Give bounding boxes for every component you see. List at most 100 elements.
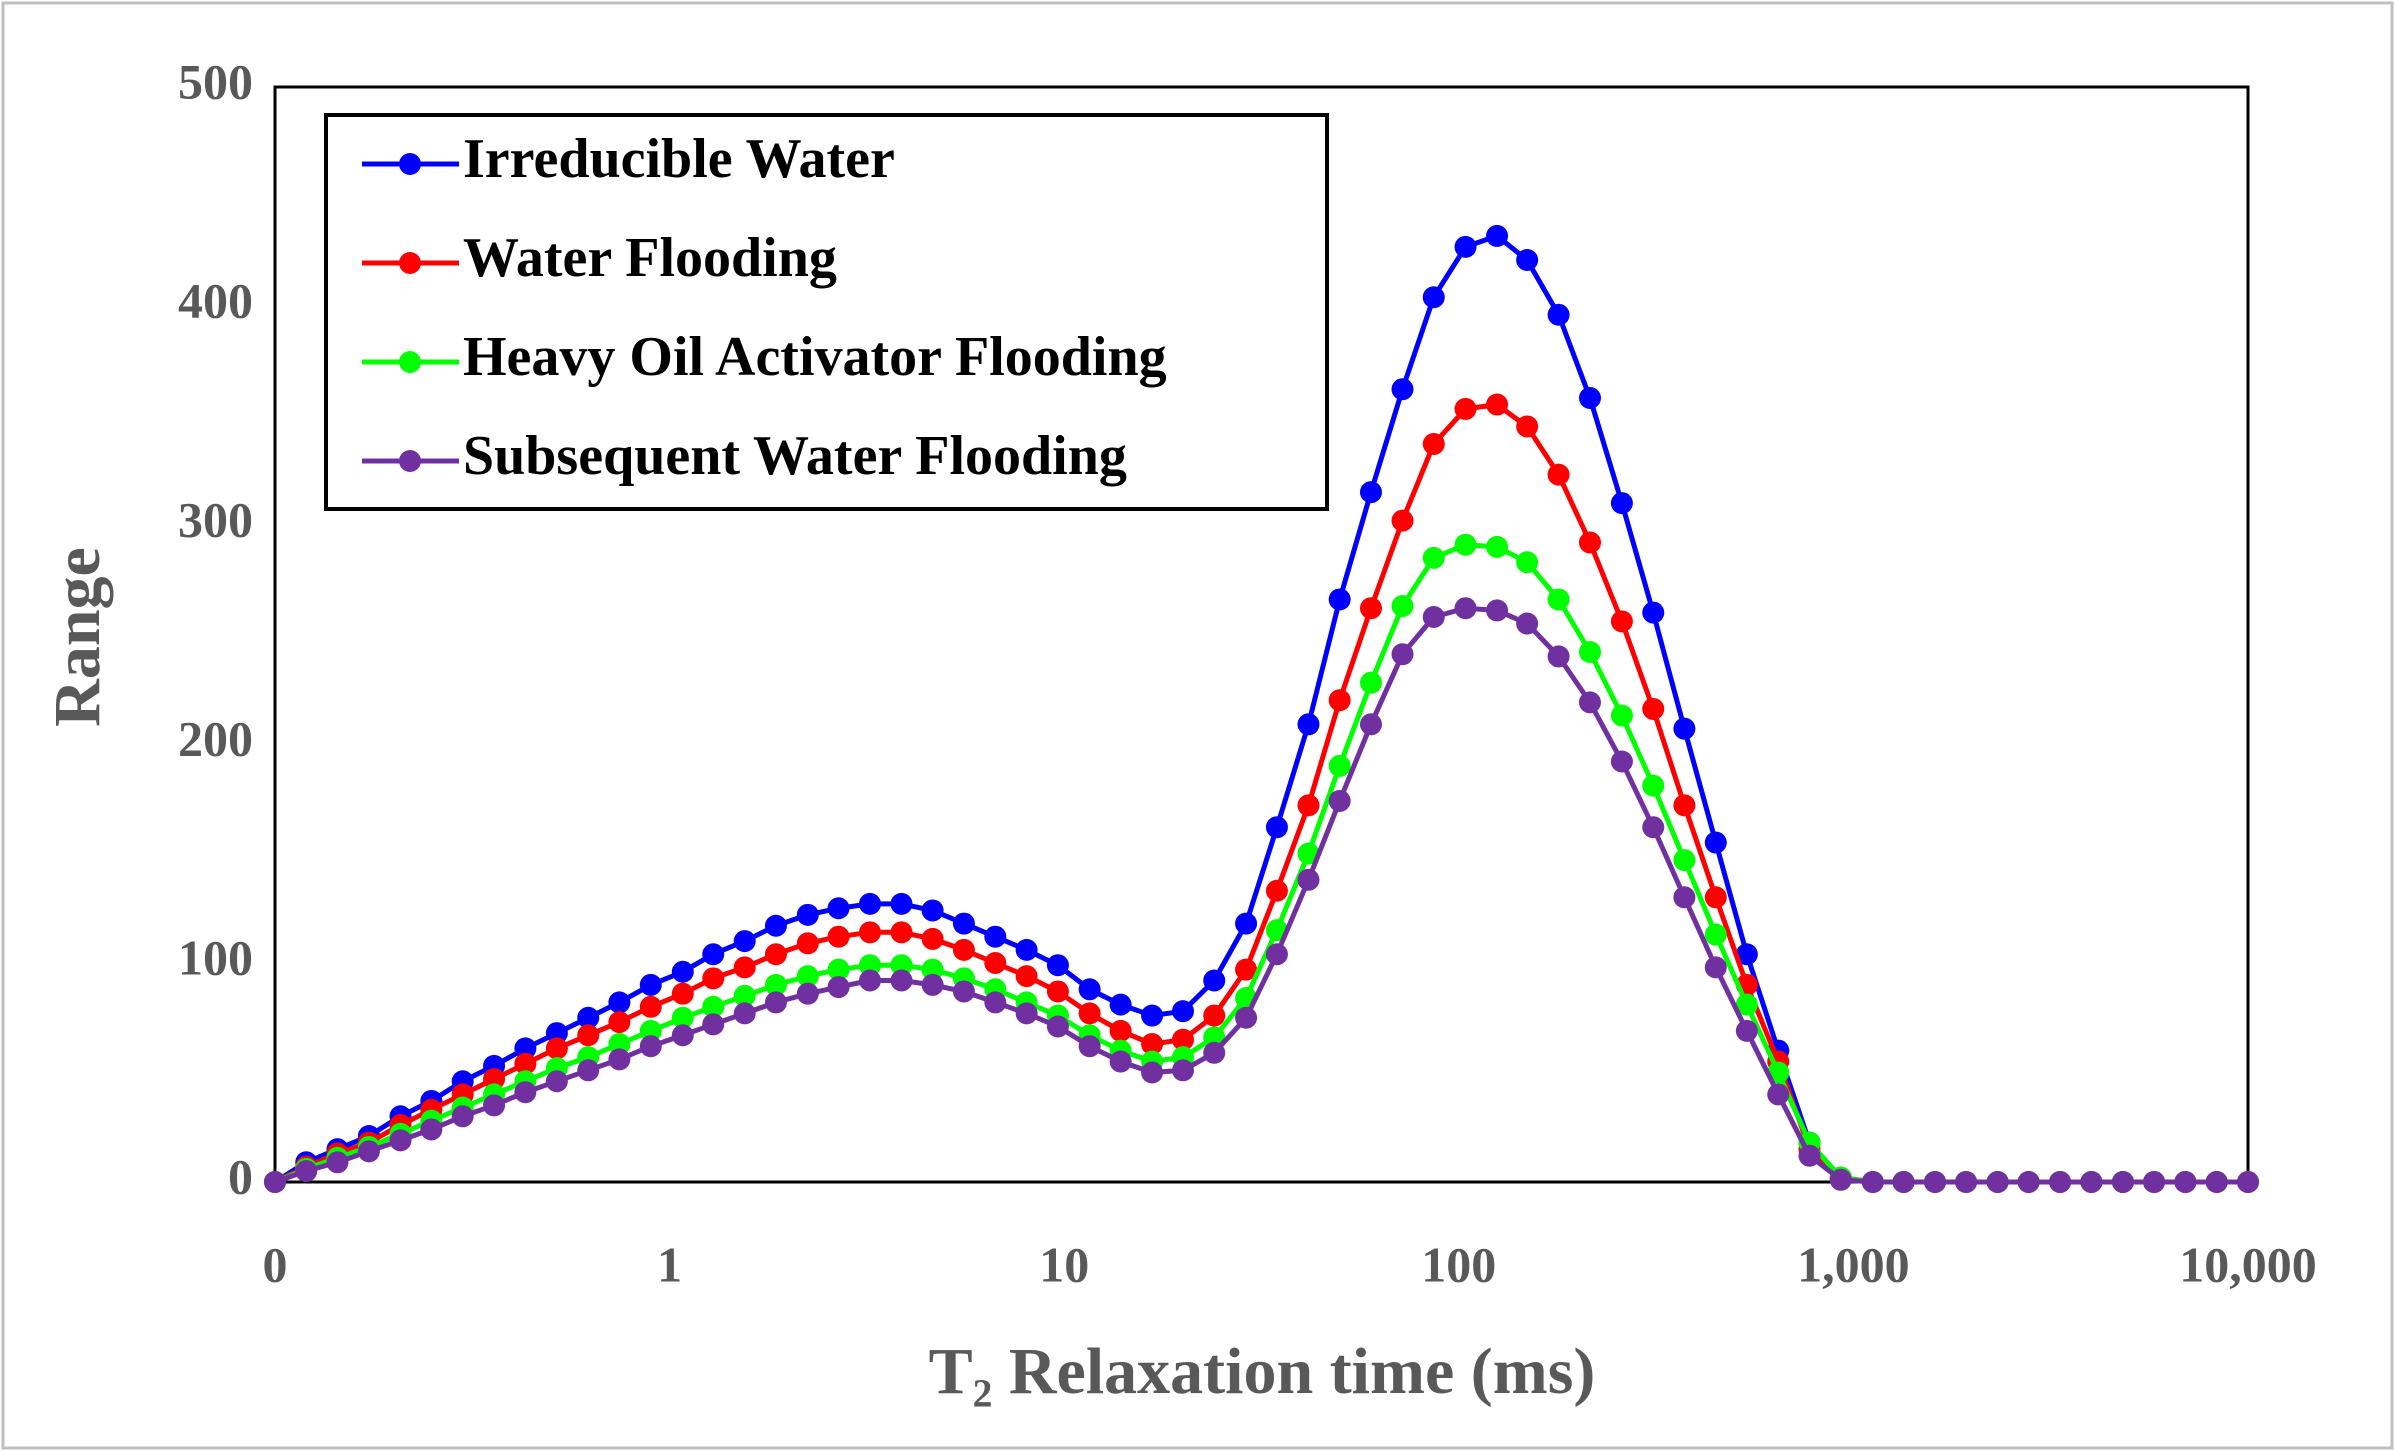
- data-point: [858, 969, 881, 992]
- data-point: [1673, 717, 1696, 740]
- data-point: [702, 943, 725, 966]
- y-tick-label: 300: [178, 491, 253, 547]
- data-point: [1046, 1015, 1069, 1038]
- data-point: [1704, 831, 1727, 854]
- data-point: [357, 1140, 380, 1163]
- data-point: [796, 965, 819, 988]
- data-point: [1297, 868, 1320, 891]
- data-point: [1391, 595, 1414, 618]
- data-point: [483, 1094, 506, 1117]
- data-point: [1265, 879, 1288, 902]
- data-point: [1892, 1171, 1915, 1193]
- data-point: [796, 932, 819, 955]
- data-point: [764, 991, 787, 1014]
- data-point: [921, 973, 944, 996]
- data-point: [1578, 531, 1601, 554]
- legend-marker: [399, 351, 421, 373]
- data-point: [890, 892, 913, 915]
- data-point: [1391, 509, 1414, 532]
- data-point: [1203, 1041, 1226, 1064]
- data-point: [702, 967, 725, 990]
- data-point: [1610, 492, 1633, 515]
- data-point: [1767, 1083, 1790, 1106]
- data-point: [1141, 1061, 1164, 1084]
- data-point: [514, 1052, 537, 1075]
- data-point: [764, 914, 787, 937]
- data-point: [2143, 1171, 2166, 1193]
- data-point: [545, 1022, 568, 1045]
- data-point: [1924, 1171, 1947, 1193]
- data-point: [764, 973, 787, 996]
- data-point: [796, 982, 819, 1005]
- data-point: [1454, 533, 1477, 556]
- x-tick-label: 1: [657, 1236, 682, 1292]
- legend-label: Heavy Oil Activator Flooding: [463, 326, 1167, 388]
- legend-box: [324, 113, 1329, 511]
- data-point: [545, 1037, 568, 1060]
- data-point: [921, 958, 944, 981]
- data-point: [1516, 415, 1539, 438]
- y-axis-title: Range: [41, 547, 114, 727]
- y-tick-label: 200: [178, 710, 253, 766]
- data-point: [1486, 535, 1509, 558]
- data-point: [1735, 1019, 1758, 1042]
- data-point: [827, 976, 850, 999]
- data-point: [1735, 943, 1758, 966]
- data-point: [890, 921, 913, 944]
- data-point: [514, 1081, 537, 1104]
- legend-label: Water Flooding: [463, 227, 837, 289]
- data-point: [2017, 1171, 2040, 1193]
- data-point: [1861, 1171, 1884, 1193]
- data-point: [1328, 789, 1351, 812]
- data-point: [1642, 774, 1665, 797]
- data-point: [1454, 597, 1477, 620]
- data-point: [545, 1070, 568, 1093]
- data-point: [2111, 1171, 2134, 1193]
- data-point: [984, 952, 1007, 974]
- data-point: [2174, 1171, 2197, 1193]
- plot-frame: [273, 85, 2250, 1184]
- y-tick-label: 0: [228, 1148, 253, 1204]
- data-point: [1015, 1002, 1038, 1025]
- data-point: [608, 1048, 631, 1071]
- data-point: [671, 1024, 694, 1047]
- legend-marker: [399, 252, 421, 274]
- data-point: [639, 973, 662, 996]
- data-point: [1704, 923, 1727, 946]
- data-point: [1642, 697, 1665, 720]
- legend-marker: [399, 450, 421, 472]
- data-point: [1359, 597, 1382, 620]
- data-point: [1673, 849, 1696, 872]
- data-point: [1297, 794, 1320, 817]
- data-point: [827, 897, 850, 920]
- data-point: [514, 1037, 537, 1060]
- data-point: [1486, 393, 1509, 416]
- data-point: [326, 1151, 349, 1174]
- data-point: [827, 925, 850, 948]
- data-point: [1578, 386, 1601, 409]
- data-point: [858, 921, 881, 944]
- data-point: [1235, 912, 1258, 935]
- y-tick-label: 500: [178, 53, 253, 109]
- legend-label: Irreducible Water: [463, 128, 895, 190]
- data-point: [1829, 1168, 1852, 1191]
- data-point: [952, 938, 975, 961]
- data-point: [1610, 704, 1633, 727]
- data-point: [1109, 1019, 1132, 1042]
- data-point: [702, 995, 725, 1018]
- data-point: [858, 954, 881, 977]
- data-point: [1798, 1144, 1821, 1167]
- data-point: [1642, 816, 1665, 839]
- data-point: [1141, 1004, 1164, 1027]
- data-point: [264, 1171, 286, 1193]
- data-point: [1516, 249, 1539, 272]
- data-point: [1328, 754, 1351, 777]
- legend: Irreducible Water Water Flooding Heavy Oil…: [324, 113, 1329, 511]
- data-point: [1547, 463, 1570, 486]
- data-point: [1673, 886, 1696, 909]
- data-point: [1735, 993, 1758, 1016]
- data-point: [1328, 588, 1351, 611]
- data-point: [1454, 397, 1477, 420]
- data-point: [1203, 1026, 1226, 1049]
- data-point: [608, 1033, 631, 1056]
